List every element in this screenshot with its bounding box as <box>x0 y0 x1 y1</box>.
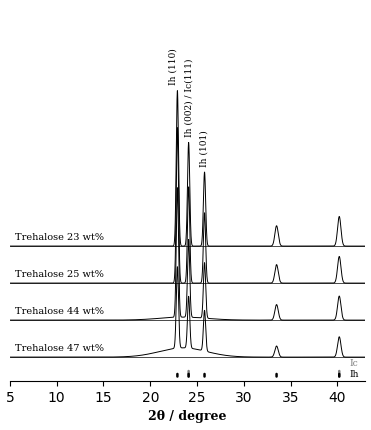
Text: Trehalose 44 wt%: Trehalose 44 wt% <box>14 307 104 316</box>
Text: Trehalose 25 wt%: Trehalose 25 wt% <box>14 270 104 279</box>
Text: Ih (101): Ih (101) <box>200 130 209 166</box>
Text: Trehalose 23 wt%: Trehalose 23 wt% <box>14 233 104 242</box>
X-axis label: 2θ / degree: 2θ / degree <box>148 411 227 424</box>
Text: Trehalose 47 wt%: Trehalose 47 wt% <box>14 344 104 353</box>
Text: Ih: Ih <box>349 369 359 378</box>
Text: Ic: Ic <box>349 359 358 368</box>
Text: Ih (002) / Ic(111): Ih (002) / Ic(111) <box>184 58 193 137</box>
Text: Ih (110): Ih (110) <box>168 48 177 85</box>
